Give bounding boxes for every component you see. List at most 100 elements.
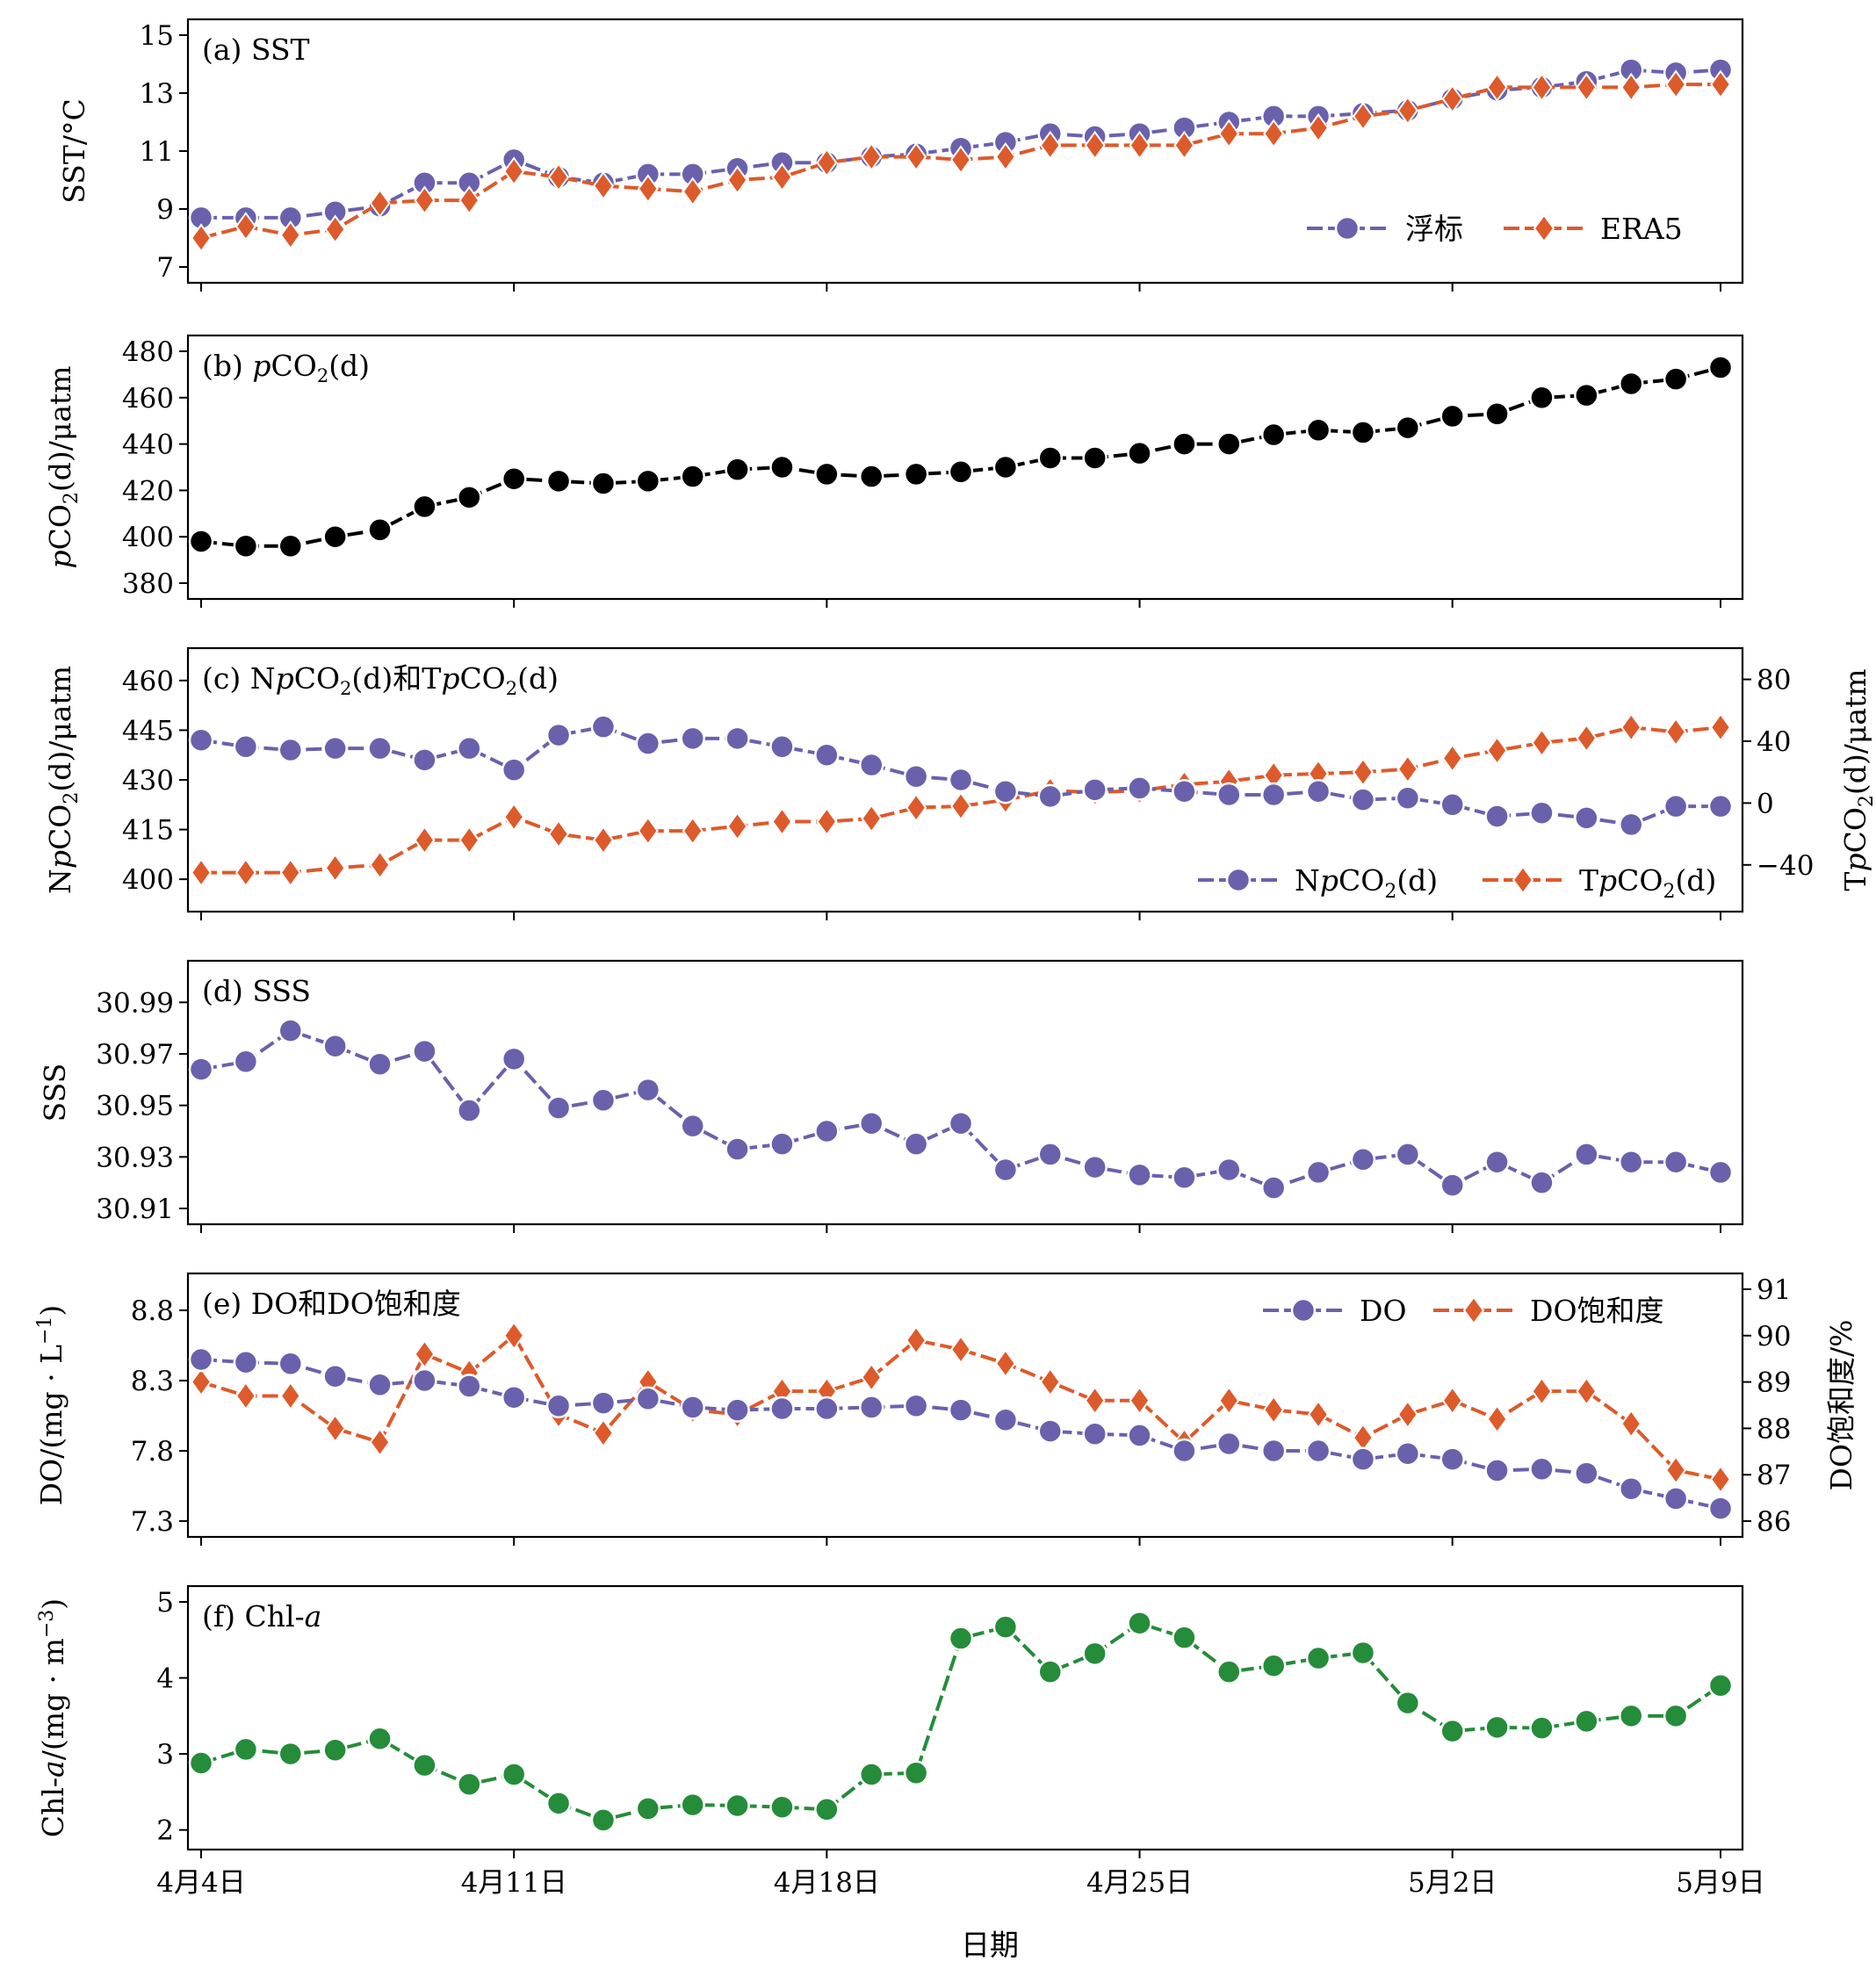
panel-f-ytick-label: 4 [156,1663,174,1695]
panel-a-ytick-label: 15 [140,20,174,52]
panel-e-s0-point [1263,1395,1285,1424]
panel-d-s0-point [903,1131,929,1157]
panel-c-s1-point [367,735,393,761]
panel-f-s0-point [278,1741,304,1767]
panel-b-frame [186,334,1744,601]
panel-e-s1-point [1082,1421,1108,1447]
panel-e-s0-point [1218,1386,1240,1416]
panel-e-s1-point [1574,1461,1599,1486]
panel-f-s0-point [1439,1718,1465,1744]
panel-c-s1-point [188,727,214,753]
legend-era5-marker [1533,213,1555,243]
panel-e-s0-point [1620,1409,1642,1439]
x-tick-label: 5月9日 [1676,1867,1764,1899]
panel-b-s0-point [457,485,482,510]
panel-f-s0-point [1172,1625,1197,1650]
panel-d-s0-point [1082,1154,1108,1180]
panel-f-title: (f) Chl-a [202,1599,321,1634]
panel-f-s0-point [1663,1703,1689,1729]
panel-f-s0-point [1529,1715,1555,1741]
panel-f-s0-point [322,1737,348,1763]
panel-c-s1-point [1663,793,1689,819]
panel-f-s0-point [188,1750,214,1776]
panel-e-ytick-right-label: 91 [1757,1274,1791,1306]
panel-d-s0-point [233,1049,259,1075]
panel-c-s0-point [1352,757,1374,787]
panel-d-s0-point [814,1118,840,1144]
legend-do-marker [1290,1297,1317,1323]
panel-d-ytick-label: 30.93 [96,1142,174,1173]
panel-e-s1-series [188,1346,1734,1521]
panel-a-ytick-label: 11 [140,136,174,168]
panel-d-s0-point [1305,1159,1331,1186]
panel-c-s0-point [637,816,659,846]
panel-a-sst: (a) SST SST/°C [57,18,1744,285]
panel-b-s0-point [1574,382,1599,408]
panel-a-s1-point [1218,119,1240,148]
panel-f-s0-point [1037,1659,1064,1684]
panel-c-s0-series [190,712,1732,888]
panel-d-s0-point [1707,1159,1734,1186]
panel-d-s0-point [725,1136,750,1162]
panel-f-s0-point [545,1791,572,1816]
panel-d-s0-point [1618,1149,1644,1175]
panel-c-s1-point [1618,811,1644,838]
panel-d-title: (d) SSS [202,974,311,1008]
panel-f-s0-point [1350,1640,1376,1666]
panel-d-s0-point [769,1131,795,1157]
panel-e-s0-point [1531,1376,1553,1406]
panel-e-s1-point [322,1363,348,1389]
panel-b-s0-point [680,464,705,489]
x-tick-label: 4月25日 [1086,1867,1193,1899]
panel-a-s1-point [1441,83,1463,114]
x-tick-label: 4月4日 [156,1867,245,1899]
panel-c-ytick-label: 445 [122,715,174,746]
panel-b-s0-point [412,494,437,520]
panel-e-ytick-right-label: 86 [1757,1506,1791,1538]
panel-d-s0-point [590,1087,617,1114]
panel-c-s1-point [769,734,795,760]
legend-do-label: DO [1360,1294,1407,1328]
panel-a-s1-point [548,162,570,192]
panel-e-s0-point [994,1348,1016,1379]
panel-e-s0-point [592,1417,614,1448]
panel-f-s0-point [1082,1641,1108,1667]
panel-e-s0-point [324,1413,346,1444]
panel-f-s0-point [501,1762,527,1787]
panel-a-s1-point [414,185,436,215]
panel-a-s1-point [771,162,793,192]
panel-c-ylabel-right: TpCO2(d)/μatm [1838,668,1876,891]
panel-a-ytick-label: 13 [140,78,174,110]
panel-e-ytick-label: 8.8 [131,1295,174,1327]
panel-d-ytick-label: 30.91 [96,1194,174,1225]
panel-c-s1-point [1484,804,1510,829]
panel-c-s1-point [1395,785,1421,811]
panel-d-s0-point [1127,1162,1152,1188]
panel-d-s0-series [188,1018,1734,1201]
panel-e-s1-point [948,1397,974,1423]
legend-dosat-label: DO饱和度 [1530,1294,1664,1328]
panel-c-s1-point [814,742,840,768]
panel-c-s1-point [1172,778,1197,804]
panel-c-s0-point [726,811,748,841]
panel-d-s0-point [1439,1172,1465,1198]
panel-a-s1-point [726,165,748,195]
panel-b-s0-point [1663,366,1689,392]
panel-c-s1-point [1216,782,1242,808]
panel-c-ytick-right-label: 40 [1757,726,1791,758]
panel-b-s0-point [858,464,884,489]
panel-e-ytick-right-label: 89 [1757,1367,1791,1399]
panel-e-s1-point [1439,1446,1465,1472]
panel-e-s0-point [1441,1386,1463,1416]
panel-b-s0-point [1529,385,1555,411]
panel-c-s1-point [1082,777,1108,803]
panel-f-s0-point [992,1614,1019,1640]
panel-a-s1-point [1665,69,1687,99]
panel-a-s1-point [369,188,391,219]
panel-e-s1-point [635,1386,661,1412]
panel-d-s0-point [278,1018,304,1043]
panel-b-s0-series [188,355,1734,559]
panel-b-s0-point [188,529,214,554]
panel-c-s0-point [458,825,480,855]
